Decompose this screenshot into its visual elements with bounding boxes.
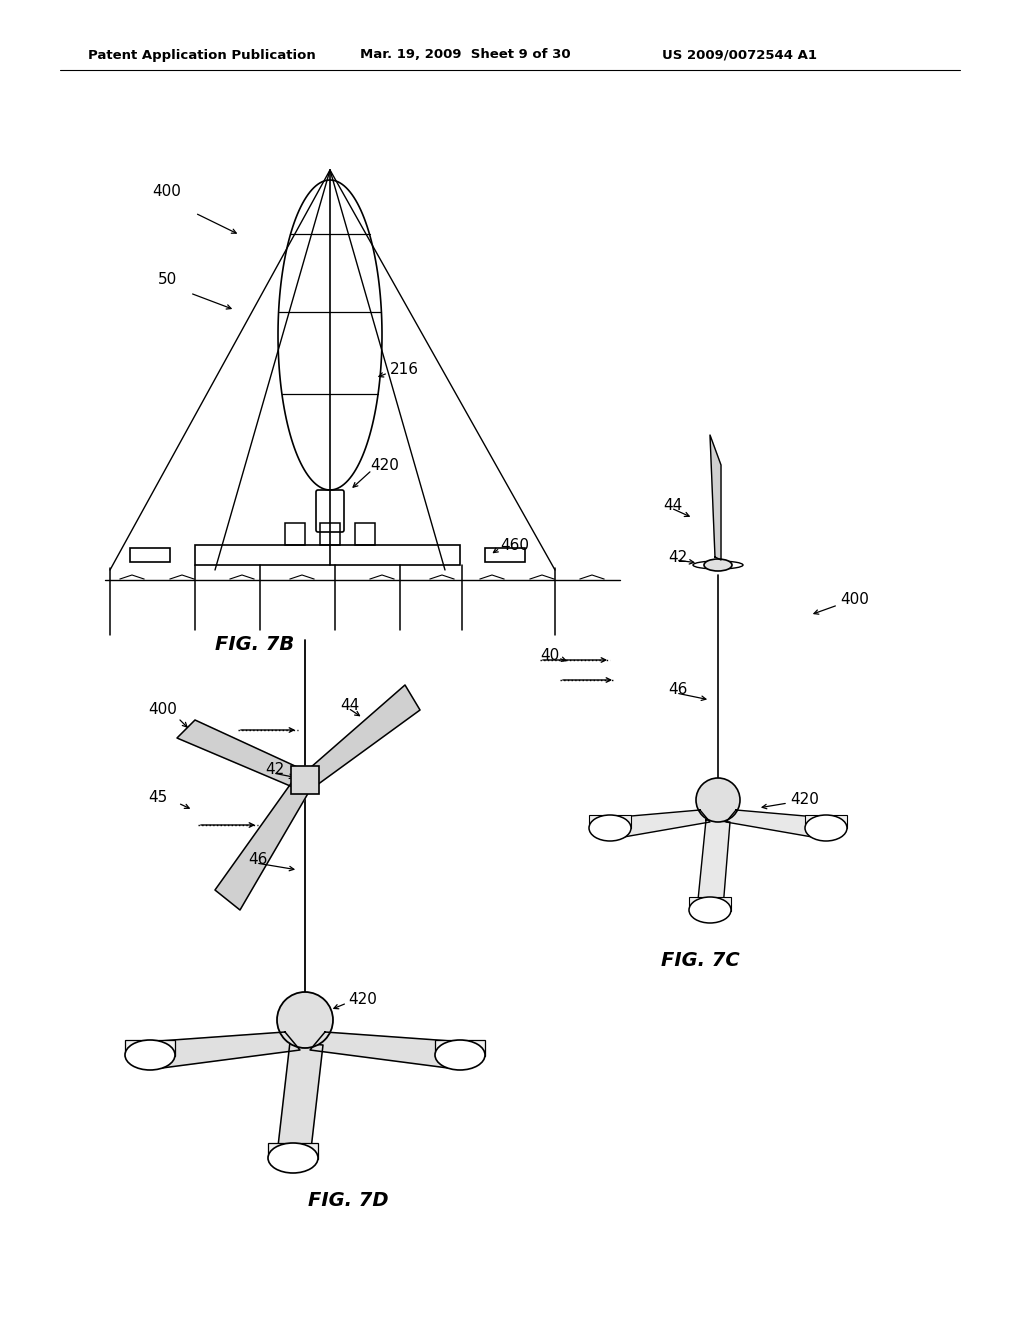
Bar [125, 1040, 175, 1056]
Text: 420: 420 [370, 458, 399, 473]
Text: FIG. 7B: FIG. 7B [215, 635, 295, 655]
Bar [355, 523, 375, 545]
Polygon shape [310, 685, 420, 785]
Text: 400: 400 [152, 185, 181, 199]
Text: 46: 46 [248, 853, 267, 867]
Text: 40: 40 [540, 648, 559, 663]
Text: US 2009/0072544 A1: US 2009/0072544 A1 [662, 49, 817, 62]
Text: 400: 400 [148, 702, 177, 718]
Bar [485, 548, 525, 562]
FancyBboxPatch shape [316, 490, 344, 532]
Text: 50: 50 [158, 272, 177, 288]
Circle shape [278, 993, 333, 1048]
Polygon shape [278, 1041, 323, 1158]
Bar [195, 545, 460, 565]
Text: 420: 420 [348, 993, 377, 1007]
Text: 44: 44 [663, 498, 682, 512]
Circle shape [696, 777, 740, 822]
Ellipse shape [589, 814, 631, 841]
Text: 460: 460 [500, 537, 529, 553]
Bar [689, 898, 731, 911]
Text: 420: 420 [790, 792, 819, 808]
Ellipse shape [435, 1040, 485, 1071]
Bar [268, 1143, 318, 1159]
Ellipse shape [693, 561, 743, 569]
Bar [285, 523, 305, 545]
Text: Mar. 19, 2009  Sheet 9 of 30: Mar. 19, 2009 Sheet 9 of 30 [360, 49, 570, 62]
Ellipse shape [689, 898, 731, 923]
Polygon shape [177, 719, 308, 788]
Text: 46: 46 [668, 682, 687, 697]
Bar [319, 523, 340, 545]
Ellipse shape [805, 814, 847, 841]
Text: 216: 216 [390, 363, 419, 378]
Text: Patent Application Publication: Patent Application Publication [88, 49, 315, 62]
Bar [435, 1040, 485, 1056]
Polygon shape [215, 775, 310, 909]
Text: 44: 44 [340, 697, 359, 713]
Text: FIG. 7C: FIG. 7C [660, 950, 739, 969]
Polygon shape [310, 1032, 465, 1068]
Text: 45: 45 [148, 791, 167, 805]
Polygon shape [710, 436, 721, 560]
Polygon shape [608, 810, 710, 838]
Text: 400: 400 [840, 593, 869, 607]
Ellipse shape [125, 1040, 175, 1071]
Polygon shape [145, 1032, 300, 1068]
Polygon shape [726, 810, 828, 838]
Bar [291, 766, 319, 795]
Text: 42: 42 [668, 550, 687, 565]
Ellipse shape [268, 1143, 318, 1173]
Bar [130, 548, 170, 562]
Ellipse shape [705, 558, 732, 572]
Text: FIG. 7D: FIG. 7D [307, 1191, 388, 1209]
Bar [589, 814, 631, 828]
Polygon shape [698, 820, 730, 908]
Bar [805, 814, 847, 828]
Text: 42: 42 [265, 763, 285, 777]
